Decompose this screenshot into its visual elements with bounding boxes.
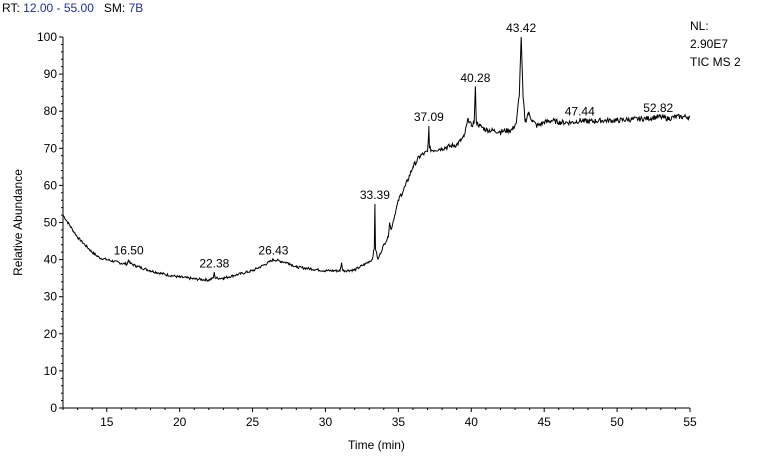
- peak-label: 52.82: [643, 101, 673, 115]
- sm-label: SM:: [103, 1, 126, 15]
- peak-label: 37.09: [414, 110, 444, 124]
- peak-label: 47.44: [565, 104, 595, 118]
- y-tick-label: 10: [44, 364, 58, 378]
- y-tick-label: 90: [44, 67, 58, 81]
- nl-value: 2.90E7: [690, 37, 729, 51]
- peak-label: 22.38: [199, 257, 229, 271]
- x-tick-label: 45: [538, 415, 552, 429]
- x-tick-label: 25: [246, 415, 260, 429]
- y-tick-label: 0: [50, 401, 57, 415]
- peak-label: 16.50: [114, 244, 144, 258]
- x-tick-label: 20: [173, 415, 187, 429]
- x-tick-label: 15: [100, 415, 114, 429]
- x-tick-label: 35: [392, 415, 406, 429]
- chart-axes: [62, 37, 690, 409]
- y-tick-label: 40: [44, 253, 58, 267]
- normalization-info: NL: 2.90E7 TIC MS 2: [690, 17, 741, 71]
- x-tick-label: 50: [610, 415, 624, 429]
- chart-series: [62, 36, 691, 282]
- y-tick-label: 60: [44, 178, 58, 192]
- y-tick-label: 100: [37, 30, 57, 44]
- tic-trace-line: [62, 36, 691, 282]
- y-axis-label: Relative Abundance: [11, 169, 25, 276]
- chart-ticks: 0 10 20 30 40 50 60 70 80 90 100 15 20 25 30 35 40 45 50 55: [37, 30, 697, 429]
- peak-label: 40.28: [460, 71, 490, 85]
- sm-value: 7B: [128, 1, 144, 15]
- peak-label: 33.39: [360, 188, 390, 202]
- rt-label: RT:: [2, 1, 20, 15]
- scan-filter-label: TIC MS 2: [690, 55, 741, 69]
- peak-annotations: 16.50 22.38 26.43 33.39 37.09 40.28 43.42 47.44…: [114, 21, 674, 271]
- nl-label: NL:: [690, 19, 709, 33]
- x-tick-label: 30: [319, 415, 333, 429]
- y-tick-label: 50: [44, 216, 58, 230]
- y-tick-label: 20: [44, 327, 58, 341]
- peak-label: 43.42: [506, 21, 536, 35]
- peak-label: 26.43: [258, 244, 288, 258]
- chromatogram-header: RT: 12.00 - 55.00 SM: 7B: [2, 1, 143, 15]
- y-tick-label: 30: [44, 290, 58, 304]
- x-tick-label: 40: [465, 415, 479, 429]
- y-tick-label: 70: [44, 141, 58, 155]
- x-axis-label: Time (min): [348, 438, 405, 452]
- x-tick-label: 55: [683, 415, 697, 429]
- y-tick-label: 80: [44, 104, 58, 118]
- rt-range-value: 12.00 - 55.00: [23, 1, 94, 15]
